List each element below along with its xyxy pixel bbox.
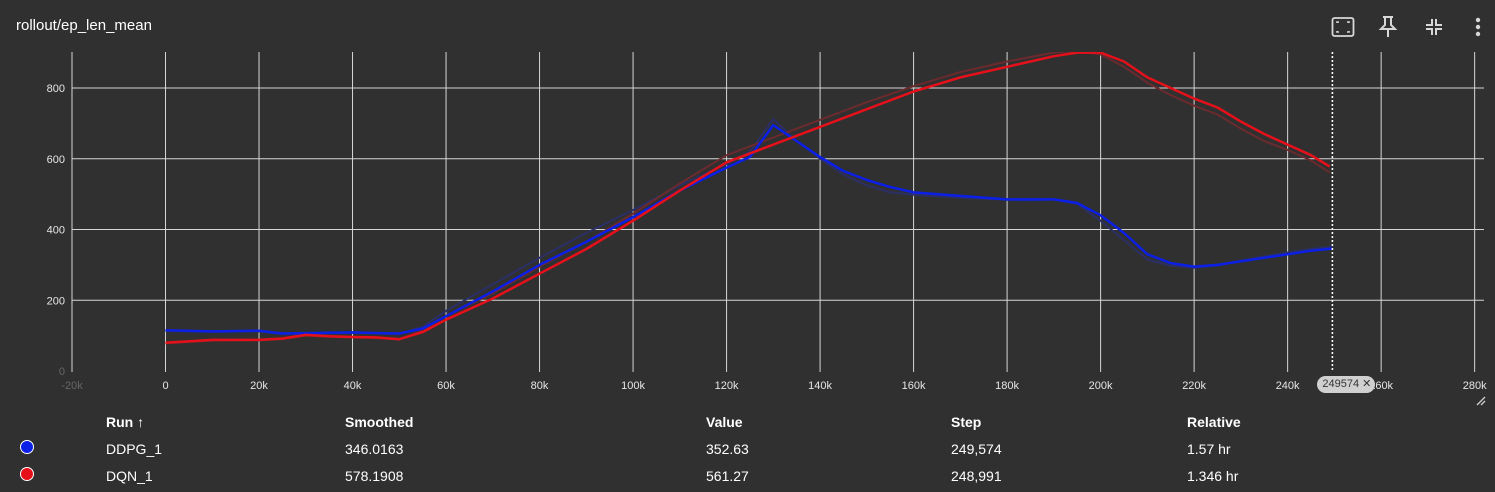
series-line-DQN_1 xyxy=(165,52,1331,344)
table-header-row: Run ↑ Smoothed Value Step Relative xyxy=(0,408,1387,435)
x-tick-label: 0 xyxy=(162,380,168,392)
y-tick-label: 400 xyxy=(47,225,65,237)
run-relative: 1.346 hr xyxy=(1187,467,1239,484)
header-smoothed[interactable]: Smoothed xyxy=(345,413,414,430)
step-marker-label: 249574 xyxy=(1322,378,1360,390)
collapse-button[interactable] xyxy=(1419,12,1449,42)
x-tick-label: 280k xyxy=(1463,380,1487,392)
x-tick-label: 120k xyxy=(715,380,739,392)
header-run[interactable]: Run ↑ xyxy=(106,413,145,430)
x-tick-label: 220k xyxy=(1182,380,1206,392)
more-vert-icon xyxy=(1475,17,1481,37)
run-color-dot xyxy=(20,467,34,481)
y-tick-label: 600 xyxy=(47,154,65,166)
run-name: DQN_1 xyxy=(106,467,153,484)
header-step[interactable]: Step xyxy=(951,413,982,430)
run-relative: 1.57 hr xyxy=(1187,440,1231,457)
table-row[interactable]: DDPG_1 346.0163 352.63 249,574 1.57 hr xyxy=(0,435,1387,462)
x-tick-label: 20k xyxy=(250,380,268,392)
pin-button[interactable] xyxy=(1373,12,1403,42)
y-tick-label: 200 xyxy=(47,295,65,307)
more-options-button[interactable] xyxy=(1463,12,1493,42)
y-tick-label: 800 xyxy=(47,83,65,95)
run-smoothed: 578.1908 xyxy=(345,467,404,484)
x-tick-label: 140k xyxy=(808,380,832,392)
series-line-DDPG_1 xyxy=(165,123,1333,335)
y-tick-label: 0 xyxy=(59,366,65,378)
series-group xyxy=(165,52,1333,345)
x-tick-label: 180k xyxy=(995,380,1019,392)
series-raw-line-DQN_1 xyxy=(165,52,1331,345)
chart-title: rollout/ep_len_mean xyxy=(16,17,152,34)
header-value[interactable]: Value xyxy=(706,413,743,430)
line-chart[interactable]: -20k 0 20k 40k 60k 80k 100k 120k 140k 160k 180k 200… xyxy=(0,44,1495,400)
x-tick-label: 200k xyxy=(1089,380,1113,392)
x-tick-label: 160k xyxy=(902,380,926,392)
close-icon[interactable]: ✕ xyxy=(1362,378,1372,390)
resize-handle-icon[interactable] xyxy=(1474,394,1486,406)
pin-icon xyxy=(1378,16,1398,37)
collapse-icon xyxy=(1426,19,1442,35)
x-tick-label: 60k xyxy=(437,380,455,392)
run-name: DDPG_1 xyxy=(106,440,163,457)
run-color-dot xyxy=(20,440,34,454)
series-raw-line-DDPG_1 xyxy=(165,118,1333,336)
table-row[interactable]: DQN_1 578.1908 561.27 248,991 1.346 hr xyxy=(0,462,1387,489)
step-marker-chip[interactable]: 249574 ✕ xyxy=(1317,376,1376,393)
x-tick-label: 240k xyxy=(1276,380,1300,392)
x-tick-label: 40k xyxy=(344,380,362,392)
fit-domain-icon xyxy=(1331,17,1355,37)
runs-table: Run ↑ Smoothed Value Step Relative DDPG_… xyxy=(0,408,1387,489)
x-tick-label: 260k xyxy=(1369,380,1393,392)
x-tick-label: 100k xyxy=(621,380,645,392)
run-step: 248,991 xyxy=(951,467,1002,484)
run-value: 352.63 xyxy=(706,440,749,457)
x-tick-label: 80k xyxy=(531,380,549,392)
header-color-cell xyxy=(0,408,106,435)
run-value: 561.27 xyxy=(706,467,749,484)
fit-domain-button[interactable] xyxy=(1328,12,1358,42)
x-tick-label: -20k xyxy=(61,380,83,392)
header-relative[interactable]: Relative xyxy=(1187,413,1241,430)
run-smoothed: 346.0163 xyxy=(345,440,404,457)
run-step: 249,574 xyxy=(951,440,1002,457)
